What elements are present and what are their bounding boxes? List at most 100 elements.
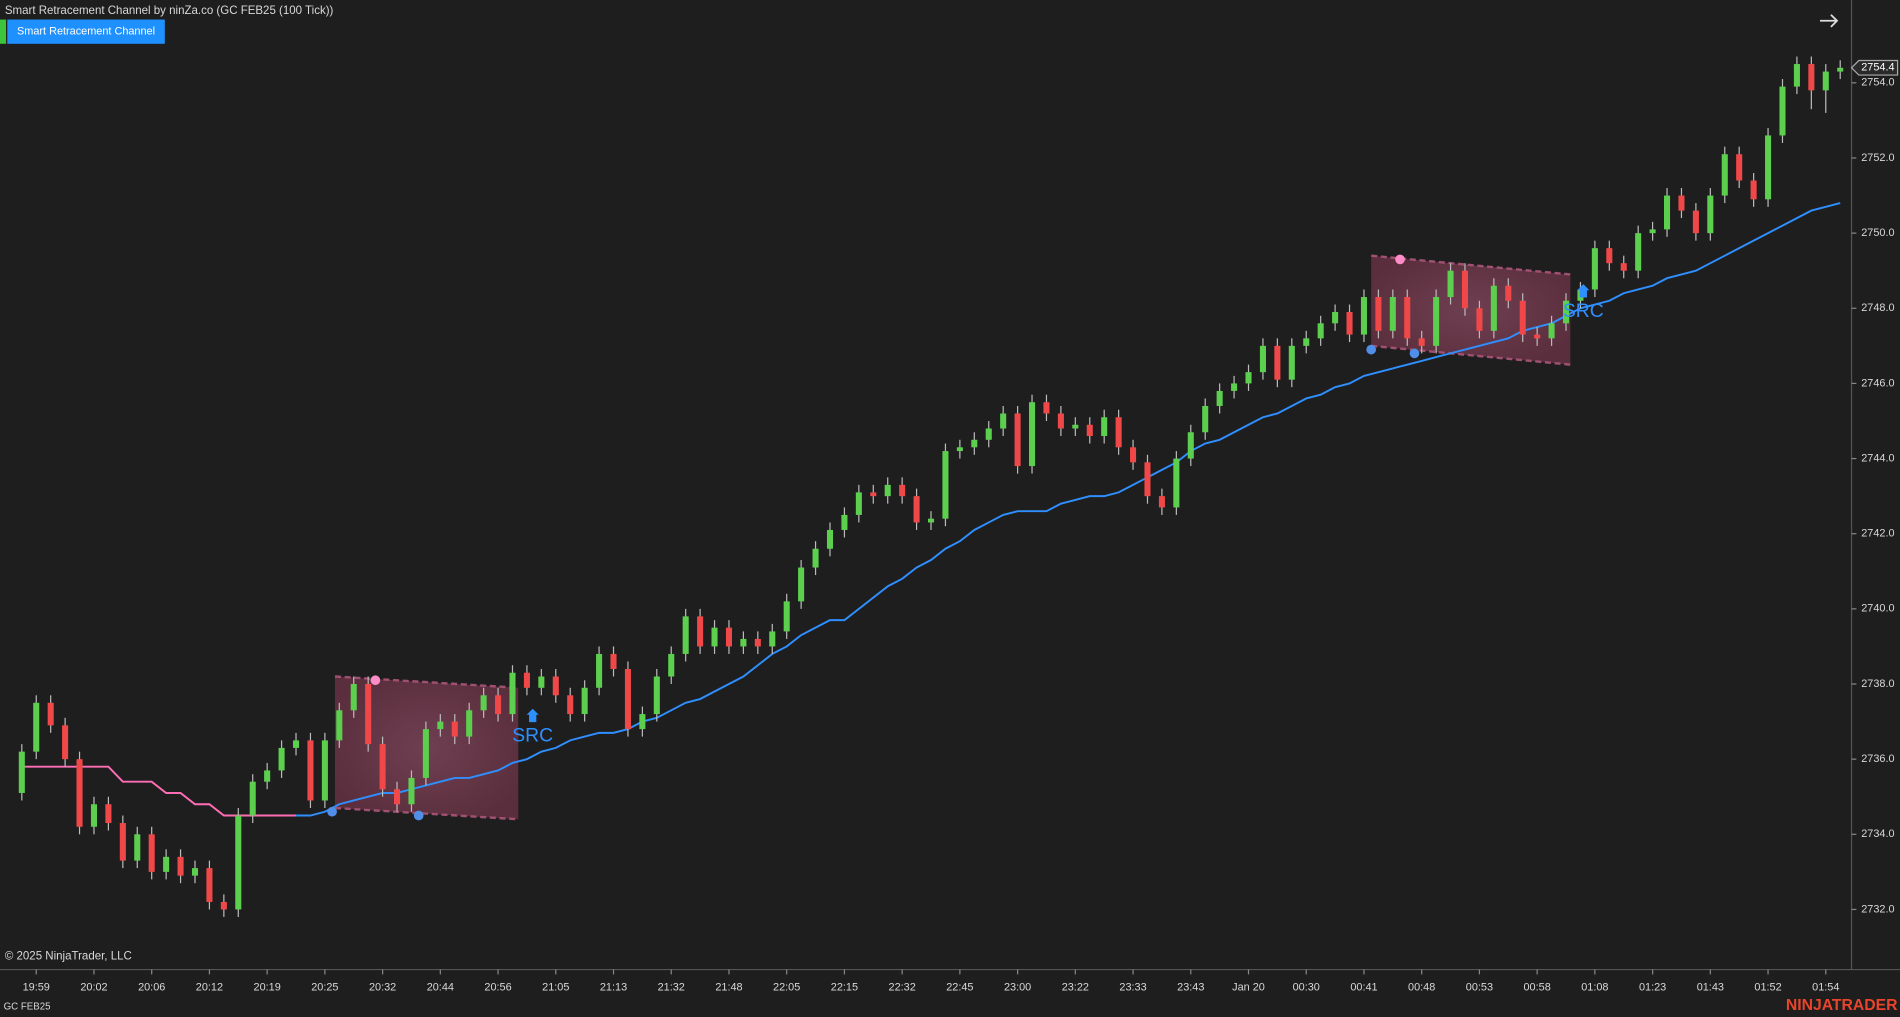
- candle-body: [682, 616, 689, 654]
- candle-body: [711, 627, 718, 647]
- candle-body: [1086, 424, 1093, 437]
- candle-body: [336, 710, 343, 741]
- candle-body: [1750, 180, 1757, 200]
- candle-body: [1447, 270, 1454, 298]
- candle-body: [163, 856, 170, 872]
- candle-body: [466, 710, 473, 737]
- indicator-button-label[interactable]: Smart Retracement Channel: [17, 26, 155, 38]
- candle-body: [1837, 67, 1844, 72]
- trail-line: [296, 202, 1841, 817]
- x-tick-label: 20:56: [484, 982, 511, 994]
- candle-body: [33, 702, 40, 752]
- candle-body: [321, 740, 328, 801]
- candle-body: [1216, 390, 1223, 406]
- x-tick-label: 22:32: [889, 982, 916, 994]
- candle-body: [90, 804, 97, 827]
- swing-dot: [1409, 348, 1420, 359]
- candle-body: [855, 492, 862, 515]
- candle-body: [610, 653, 617, 669]
- x-tick-label: 22:05: [773, 982, 800, 994]
- candle-body: [596, 653, 603, 688]
- plot: 2732.0 2734.0 2736.0 2738.0 2740.0 2742.0 2744…: [18, 56, 1899, 994]
- x-tick-label: 22:45: [946, 982, 973, 994]
- candle-body: [1534, 334, 1541, 339]
- indicator-button[interactable]: [7, 19, 165, 44]
- candle-body: [1014, 413, 1021, 467]
- swing-dot: [1366, 344, 1377, 355]
- candle-body: [249, 781, 256, 816]
- logo: NINJATRADER: [1786, 997, 1898, 1014]
- y-tick-label: 2732.0: [1861, 903, 1894, 915]
- candle-body: [278, 747, 285, 771]
- candle-body: [1461, 270, 1469, 309]
- candle-body: [1519, 300, 1526, 335]
- candle-body: [639, 714, 646, 730]
- candle-body: [1346, 312, 1353, 335]
- x-tick-label: 19:59: [23, 982, 50, 994]
- x-tick-label: 23:00: [1004, 982, 1031, 994]
- candle-body: [191, 868, 199, 876]
- signal-label: SRC: [1563, 300, 1604, 322]
- candle-body: [148, 834, 155, 872]
- x-tick-label: 20:02: [80, 982, 107, 994]
- candle-body: [1231, 383, 1238, 391]
- candle-body: [668, 653, 675, 677]
- candle-body: [1808, 64, 1815, 91]
- candle-body: [985, 428, 992, 440]
- x-tick-label: 00:58: [1524, 982, 1551, 994]
- candle-body: [1288, 345, 1295, 380]
- x-tick-label: 20:44: [427, 982, 454, 994]
- indicator-title: Smart Retracement Channel by ninZa.co (G…: [5, 5, 334, 17]
- candle-body: [1779, 86, 1786, 136]
- candle-body: [422, 729, 429, 778]
- x-tick-label: 01:52: [1754, 982, 1781, 994]
- x-tick-label: Jan 20: [1232, 982, 1265, 994]
- candle-body: [1000, 413, 1007, 429]
- candle-body: [581, 687, 588, 715]
- candle-body: [870, 492, 877, 497]
- candle-body: [899, 484, 906, 497]
- channel-bottom: [1371, 344, 1571, 366]
- y-tick-label: 2744.0: [1861, 452, 1894, 464]
- candle-body: [956, 447, 963, 452]
- candle-body: [177, 856, 184, 876]
- candle-body: [1389, 297, 1396, 331]
- candle-body: [697, 616, 704, 647]
- channel-bottom: [334, 806, 519, 821]
- candle-body: [394, 789, 401, 805]
- candle-body: [1707, 195, 1714, 234]
- candle-body: [47, 702, 54, 726]
- candle-body: [567, 695, 574, 715]
- x-tick-label: 00:30: [1293, 982, 1320, 994]
- candle-body: [1620, 263, 1627, 271]
- x-tick-label: 20:32: [369, 982, 396, 994]
- signal-arrow: [526, 708, 539, 723]
- x-tick-label: 00:48: [1408, 982, 1435, 994]
- candle-body: [1245, 372, 1252, 384]
- candle-body: [1822, 71, 1829, 91]
- candle-body: [1548, 323, 1555, 339]
- candle-body: [62, 725, 69, 760]
- y-tick-label: 2738.0: [1861, 678, 1894, 690]
- candle-body: [1375, 297, 1382, 331]
- x-tick-label: 23:33: [1119, 982, 1146, 994]
- candle-body: [365, 684, 372, 745]
- candle-body: [725, 627, 732, 647]
- signal-arrow: [1577, 284, 1590, 298]
- candle-body: [1664, 195, 1671, 230]
- y-tick-label: 2736.0: [1861, 753, 1894, 765]
- last-price-label: 2754.4: [1861, 62, 1894, 74]
- candle-body: [1360, 297, 1367, 335]
- candle-body: [1274, 345, 1281, 380]
- x-tick-label: 00:41: [1350, 982, 1377, 994]
- candle-body: [1303, 338, 1310, 346]
- candle-body: [307, 740, 314, 801]
- candle-body: [1418, 338, 1425, 346]
- candle-body: [1072, 424, 1079, 429]
- candle-body: [1678, 195, 1685, 211]
- scroll-arrow[interactable]: [1820, 14, 1839, 28]
- swing-dot: [370, 675, 381, 686]
- candle-body: [1158, 496, 1165, 508]
